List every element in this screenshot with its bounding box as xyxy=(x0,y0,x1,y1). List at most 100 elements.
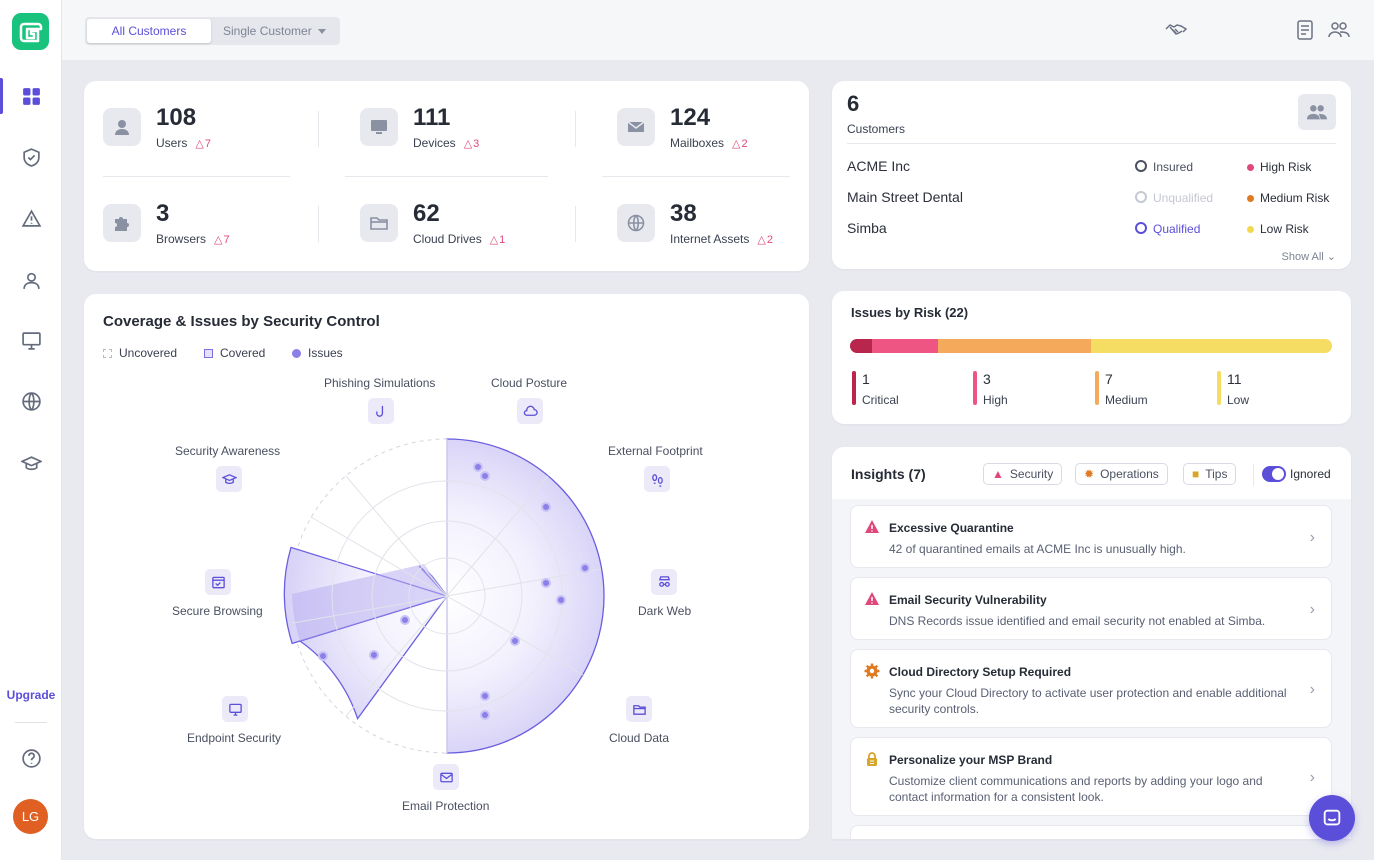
tab-all-customers[interactable]: All Customers xyxy=(87,19,211,43)
stat-devices[interactable]: 111 Devices △3 xyxy=(360,100,590,160)
nav-internet[interactable] xyxy=(0,381,62,421)
issue-point xyxy=(510,636,520,646)
risk-segment-low xyxy=(1090,339,1332,353)
risk-distribution-bar xyxy=(850,339,1332,353)
stat-label-row: Internet Assets △2 xyxy=(670,232,773,246)
sidebar-divider xyxy=(15,722,47,723)
uncovered-swatch xyxy=(103,348,112,358)
control-label-endpoint-security: Endpoint Security xyxy=(187,731,282,745)
risk-low[interactable]: 11 Low xyxy=(1217,371,1249,407)
footprint-icon[interactable] xyxy=(644,466,670,492)
user-avatar[interactable]: LG xyxy=(13,799,48,834)
globe-icon xyxy=(21,391,41,411)
legend-uncovered: Uncovered xyxy=(103,346,177,360)
chevron-right-icon: › xyxy=(1309,600,1315,618)
filter-tips[interactable]: ■ Tips xyxy=(1183,463,1237,485)
risk-count: 11 xyxy=(1227,371,1242,387)
team-icon[interactable] xyxy=(1298,94,1336,130)
help-icon xyxy=(21,748,41,768)
stat-browsers[interactable]: 3 Browsers △7 xyxy=(103,196,333,256)
filter-label: Security xyxy=(1009,467,1054,481)
browser-icon[interactable] xyxy=(205,569,231,595)
high-bar xyxy=(973,371,977,405)
stat-label: Cloud Drives xyxy=(413,232,482,246)
stat-value: 3 xyxy=(156,200,170,227)
chevron-down-icon: ⌄ xyxy=(1326,251,1336,263)
mail-icon xyxy=(617,108,655,146)
nav-help[interactable] xyxy=(0,738,62,778)
chevron-down-icon xyxy=(317,28,326,34)
app-logo[interactable] xyxy=(12,13,49,50)
control-label-external-footprint: External Footprint xyxy=(608,444,703,458)
stat-label-row: Devices △3 xyxy=(413,136,479,150)
customer-row[interactable]: Simba Qualified Low Risk xyxy=(847,217,1337,241)
customer-name: Simba xyxy=(847,220,887,236)
risk-medium[interactable]: 7 Medium xyxy=(1095,371,1148,407)
mail-icon[interactable] xyxy=(433,764,459,790)
risk-label: Critical xyxy=(862,393,899,407)
warning-icon: △ xyxy=(732,138,741,150)
filter-security[interactable]: ▲ Security xyxy=(983,463,1063,485)
hook-icon[interactable] xyxy=(368,398,394,424)
graduation-icon[interactable] xyxy=(216,466,242,492)
nav-dashboard[interactable] xyxy=(0,76,62,116)
insurance-status: Insured xyxy=(1135,160,1193,174)
chat-icon xyxy=(1323,809,1341,826)
upgrade-link[interactable]: Upgrade xyxy=(6,688,56,702)
tab-single-customer[interactable]: Single Customer xyxy=(211,19,338,43)
customer-count-label: Customers xyxy=(847,122,906,136)
filter-label: Operations xyxy=(1100,467,1159,481)
customer-row[interactable]: ACME Inc Insured High Risk xyxy=(847,155,1337,179)
lock-icon xyxy=(867,752,877,766)
show-all-link[interactable]: Show All ⌄ xyxy=(1282,250,1336,263)
risk-level: Low Risk xyxy=(1247,222,1309,236)
insight-item[interactable]: Cloud Directory Setup Required Sync your… xyxy=(850,649,1332,728)
chat-button[interactable] xyxy=(1309,795,1355,841)
ignored-toggle[interactable] xyxy=(1262,466,1286,482)
stat-label: Browsers xyxy=(156,232,207,246)
monitor-icon[interactable] xyxy=(222,696,248,722)
insurance-status: Qualified xyxy=(1135,222,1200,236)
folder-icon[interactable] xyxy=(626,696,652,722)
risk-critical[interactable]: 1 Critical xyxy=(852,371,899,407)
monitor-icon xyxy=(360,108,398,146)
gear-icon xyxy=(864,663,880,679)
handshake-icon[interactable] xyxy=(1164,18,1188,42)
cloud-icon[interactable] xyxy=(517,398,543,424)
nav-alerts[interactable] xyxy=(0,198,62,238)
coverage-radial-chart xyxy=(283,438,605,754)
issue-point xyxy=(473,462,483,472)
top-bar: All Customers Single Customer xyxy=(62,0,1374,61)
issues-by-risk-card: Issues by Risk (22) 1 Critical 3 High 7 Med… xyxy=(832,291,1351,424)
stat-users[interactable]: 108 Users △7 xyxy=(103,100,333,160)
stat-mailboxes[interactable]: 124 Mailboxes △2 xyxy=(617,100,847,160)
report-icon[interactable] xyxy=(1293,18,1317,42)
legend-label: Uncovered xyxy=(119,346,178,360)
risk-label: Medium Risk xyxy=(1260,191,1330,205)
stat-value: 111 xyxy=(413,104,451,131)
team-icon[interactable] xyxy=(1327,18,1351,42)
warning-icon: △ xyxy=(463,138,473,150)
stat-cloud-drives[interactable]: 62 Cloud Drives △1 xyxy=(360,196,590,256)
nav-users[interactable] xyxy=(0,260,62,300)
insight-item[interactable]: Personalize your MSP Brand Customize cli… xyxy=(850,737,1332,816)
nav-security[interactable] xyxy=(0,137,62,177)
filter-operations[interactable]: ✹ Operations xyxy=(1075,463,1168,485)
control-label-security-awareness: Security Awareness xyxy=(175,444,281,458)
insights-title: Insights (7) xyxy=(851,466,926,482)
insight-item[interactable] xyxy=(850,825,1332,839)
lock-icon: ■ xyxy=(1192,467,1200,481)
spy-icon[interactable] xyxy=(651,569,677,595)
issue-point xyxy=(400,615,410,625)
customer-row[interactable]: Main Street Dental Unqualified Medium Ri… xyxy=(847,186,1337,210)
nav-devices[interactable] xyxy=(0,320,62,360)
nav-training[interactable] xyxy=(0,443,62,483)
warning-icon: ▲ xyxy=(992,467,1004,481)
folder-icon xyxy=(360,204,398,242)
stat-warning-count: 7 xyxy=(223,234,230,246)
insight-item[interactable]: Email Security Vulnerability DNS Records… xyxy=(850,577,1332,640)
insight-item[interactable]: Excessive Quarantine 42 of quarantined e… xyxy=(850,505,1332,568)
risk-high[interactable]: 3 High xyxy=(973,371,1008,407)
issue-point xyxy=(369,650,379,660)
stat-internet-assets[interactable]: 38 Internet Assets △2 xyxy=(617,196,847,256)
